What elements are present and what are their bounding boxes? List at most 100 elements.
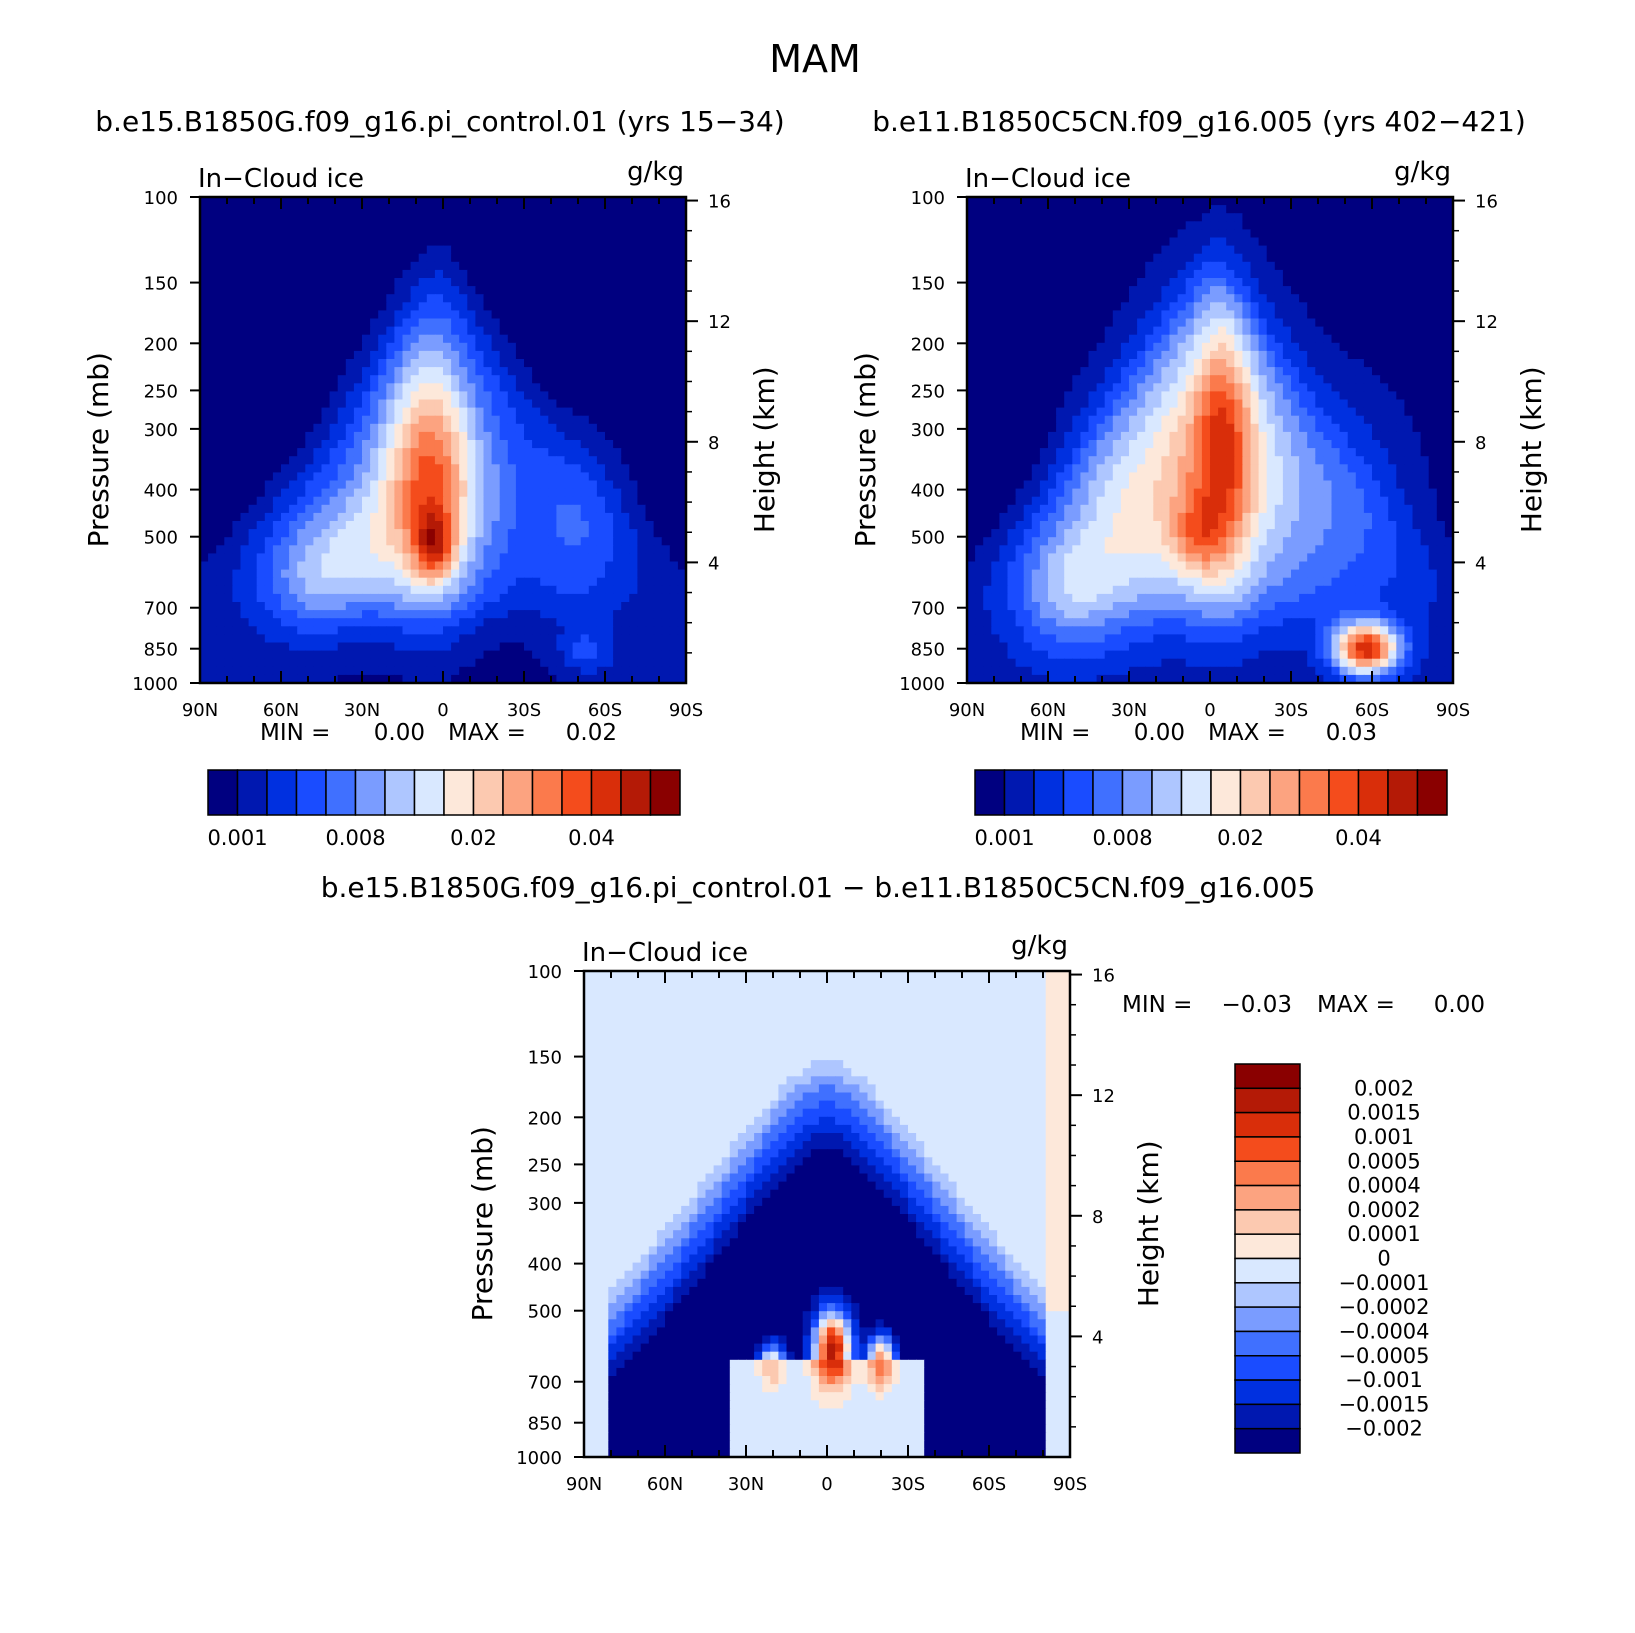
heat-cell [564, 658, 574, 668]
heat-cell [588, 602, 598, 611]
heat-cell [1242, 229, 1252, 239]
heat-cell [451, 610, 460, 619]
heat-cell [459, 221, 468, 230]
heat-cell [1023, 334, 1033, 344]
heat-cell [1193, 359, 1203, 368]
heat-cell [621, 415, 630, 425]
heat-cell [434, 642, 444, 652]
heat-cell [394, 359, 404, 368]
heat-cell [426, 504, 436, 514]
heat-cell [305, 245, 314, 255]
heat-cell [1201, 221, 1211, 230]
heat-cell [596, 464, 606, 473]
heat-cell [362, 610, 371, 619]
heat-cell [200, 585, 209, 595]
heat-cell [540, 391, 549, 401]
heat-cell [1104, 261, 1114, 271]
heat-cell [321, 302, 331, 311]
heat-cell [370, 618, 379, 627]
heat-cell [677, 342, 686, 352]
heat-cell [1039, 221, 1049, 230]
heat-cell [596, 561, 606, 571]
heat-cell [1355, 342, 1365, 352]
heat-cell [378, 642, 387, 652]
heat-cell [264, 658, 274, 668]
heat-cell [1072, 302, 1081, 311]
heat-cell [491, 666, 501, 676]
heat-cell [1218, 197, 1227, 206]
heat-cell [645, 456, 655, 465]
heat-cell [524, 269, 533, 279]
heat-cell [1291, 318, 1300, 328]
heat-cell [305, 229, 314, 239]
heat-cell [248, 464, 258, 473]
heat-cell [297, 269, 306, 279]
heat-cell [208, 213, 217, 222]
heat-cell [1226, 367, 1235, 376]
heat-cell [232, 391, 242, 401]
heat-cell [661, 593, 671, 603]
heat-cell [1169, 318, 1179, 328]
heat-cell [1274, 278, 1284, 287]
heat-cell [386, 618, 395, 627]
heat-cell [637, 456, 647, 465]
heat-cell [345, 253, 355, 263]
heat-cell [232, 626, 242, 635]
heat-cell [621, 504, 630, 514]
heat-cell [491, 261, 501, 271]
heat-cell [580, 496, 590, 506]
heat-cell [475, 261, 485, 271]
heat-cell [434, 423, 444, 433]
heat-cell [410, 383, 420, 392]
heat-cell [605, 359, 614, 368]
heat-cell [289, 350, 298, 360]
heat-cell [653, 650, 663, 660]
heat-cell [1023, 326, 1033, 336]
heat-cell [515, 221, 525, 230]
heat-cell [353, 569, 363, 579]
heat-cell [621, 585, 630, 595]
heat-cell [353, 610, 363, 619]
heat-cell [1250, 359, 1260, 368]
heat-cell [1023, 197, 1033, 206]
heat-cell [580, 626, 590, 635]
heat-cell [208, 431, 217, 441]
heat-cell [515, 359, 525, 368]
heat-cell [1177, 205, 1187, 214]
heat-cell [548, 229, 557, 239]
heat-cell [483, 642, 493, 652]
heat-cell [418, 221, 428, 230]
heat-cell [524, 423, 533, 433]
heat-cell [532, 512, 541, 522]
heat-cell [621, 650, 630, 660]
heat-cell [605, 545, 614, 554]
heat-cell [999, 310, 1009, 320]
heat-cell [475, 342, 485, 352]
heat-cell [378, 553, 387, 563]
heat-cell [637, 512, 647, 522]
heat-cell [1015, 269, 1025, 279]
heat-cell [588, 334, 598, 344]
heat-cell [1104, 221, 1114, 230]
heat-cell [353, 618, 363, 627]
heat-cell [386, 610, 395, 619]
heat-cell [443, 375, 452, 384]
heat-cell [1372, 269, 1381, 279]
heat-cell [434, 650, 444, 660]
heat-cell [1096, 245, 1106, 255]
heat-cell [362, 310, 371, 320]
heat-cell [613, 342, 622, 352]
heat-cell [378, 342, 387, 352]
heat-cell [240, 448, 250, 457]
heat-cell [1258, 205, 1268, 214]
heat-cell [1137, 302, 1146, 311]
heat-cell [596, 545, 606, 554]
heat-cell [1153, 245, 1162, 255]
heat-cell [224, 302, 233, 311]
heat-cell [1396, 318, 1405, 328]
heat-cell [216, 399, 225, 409]
heat-cell [386, 326, 395, 336]
heat-cell [1242, 221, 1252, 230]
heat-cell [353, 496, 363, 506]
heat-cell [1153, 286, 1162, 295]
